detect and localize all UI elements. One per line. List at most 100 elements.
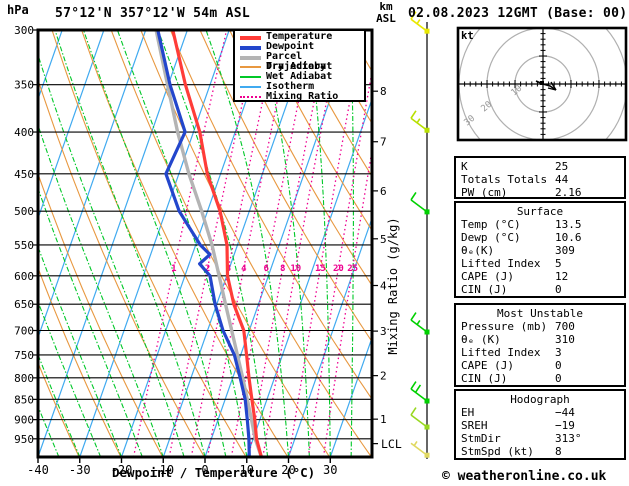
panel-row-label: StmDir — [461, 432, 501, 445]
legend-line-sample — [240, 56, 261, 60]
hodograph-panel-title: Hodograph — [510, 393, 570, 406]
mixing-ratio-value-label: 4 — [241, 264, 247, 274]
panel-row-value: 44 — [555, 173, 569, 186]
station-title: 57°12'N 357°12'W 54m ASL — [55, 6, 251, 21]
wet-adiabat-line — [307, 30, 331, 457]
legend-item-label: Isotherm — [266, 81, 315, 92]
legend-item-label: Dewpoint — [266, 41, 315, 52]
pressure-tick-label: 550 — [14, 239, 34, 252]
most-unstable-panel: Most Unstable Pressure (mb) 700 θₑ (K) 310 L… — [454, 303, 626, 387]
wet-adiabat-line — [38, 52, 185, 457]
km-tick-label: 1 — [380, 413, 387, 426]
panel-row-label: CIN (J) — [461, 283, 508, 296]
hodograph-ring-label: 10 — [510, 84, 525, 99]
temp-tick-label: 20 — [281, 463, 295, 477]
panel-row: SREH −19 — [456, 419, 624, 432]
surface-rows: Temp (°C) 13.5 Dewp (°C) 10.6 θₑ(K) 309 Lifted… — [456, 218, 624, 296]
panel-row-label: StmSpd (kt) — [461, 445, 534, 458]
dry-adiabat-line — [229, 30, 372, 287]
mixing-ratio-value-label: 2 — [205, 264, 210, 274]
km-tick-label: 3 — [380, 325, 387, 338]
panel-row-label: SREH — [461, 419, 488, 432]
wind-barb — [410, 312, 430, 335]
wind-barb — [410, 441, 430, 458]
panel-row: CAPE (J) 0 — [456, 359, 624, 372]
pressure-tick-label: 600 — [14, 270, 34, 283]
panel-row: PW (cm) 2.16 — [456, 186, 624, 199]
legend-item: Temperature — [235, 32, 364, 42]
temp-tick-label: 10 — [240, 463, 254, 477]
wind-barb — [410, 110, 430, 133]
pressure-unit-label: hPa — [7, 3, 29, 17]
panel-row-label: PW (cm) — [461, 186, 508, 199]
lcl-label: LCL — [381, 437, 402, 451]
km-tick-label: 6 — [380, 185, 387, 198]
panel-row-label: Temp (°C) — [461, 218, 521, 231]
legend-item: Mixing Ratio — [235, 92, 364, 102]
parcel-trajectory-curve — [154, 30, 264, 457]
legend-item-label: Wet Adiabat — [266, 71, 333, 82]
legend-item-label: Dry Adiabat — [266, 61, 333, 72]
temp-tick-label: -30 — [69, 463, 91, 477]
x-axis-title: Dewpoint / Temperature (°C) — [112, 465, 316, 480]
panel-row: CIN (J) 0 — [456, 372, 624, 385]
panel-row-value: 2.16 — [555, 186, 582, 199]
panel-row: StmSpd (kt) 8 — [456, 445, 624, 458]
legend-item-label: Temperature — [266, 31, 333, 42]
panel-row-value: 8 — [555, 445, 562, 458]
panel-row-label: CIN (J) — [461, 372, 508, 385]
pressure-tick-label: 500 — [14, 205, 34, 218]
panel-row-label: θₑ (K) — [461, 333, 501, 346]
panel-row-label: Pressure (mb) — [461, 320, 548, 333]
isotherm-line — [287, 216, 372, 457]
asl-label: ASL — [376, 12, 396, 25]
panel-row: Pressure (mb) 700 — [456, 320, 624, 333]
panel-row-label: Lifted Index — [461, 257, 541, 270]
legend-item: Wet Adiabat — [235, 72, 364, 82]
hodograph-frame — [456, 26, 628, 142]
pressure-tick-label: 950 — [14, 433, 34, 446]
panel-row-value: 0 — [555, 372, 562, 385]
panel-row-value: 0 — [555, 359, 562, 372]
legend-line-sample — [240, 96, 261, 98]
panel-row-value: 0 — [555, 283, 562, 296]
panel-row-value: 3 — [555, 346, 562, 359]
legend-item-label: Mixing Ratio — [266, 91, 339, 102]
isotherm-line — [329, 336, 372, 457]
copyright-footer: © weatheronline.co.uk — [442, 469, 607, 484]
mixing-ratio-value-label: 25 — [347, 264, 358, 274]
legend-item: Parcel Trajectory — [235, 52, 364, 72]
pressure-tick-label: 900 — [14, 414, 34, 427]
mixing-ratio-line — [248, 30, 329, 457]
isotherm-line — [38, 30, 147, 340]
mixing-ratio-value-label: 8 — [280, 264, 285, 274]
legend-line-sample — [240, 46, 261, 50]
legend-line-sample — [240, 76, 261, 78]
wet-adiabat-line — [257, 30, 310, 457]
pressure-tick-label: 650 — [14, 298, 34, 311]
skewt-background — [38, 30, 372, 457]
panel-row-label: Totals Totals — [461, 173, 548, 186]
panel-row: θₑ (K) 310 — [456, 333, 624, 346]
wet-adiabat-line — [349, 30, 354, 457]
dry-adiabat-line — [38, 78, 205, 457]
surface-panel: Surface Temp (°C) 13.5 Dewp (°C) 10.6 θₑ(K) 3… — [454, 201, 626, 298]
isotherm-line — [38, 30, 105, 221]
legend-line-sample — [240, 86, 261, 88]
surface-panel-title: Surface — [516, 205, 564, 218]
panel-row-value: 313° — [555, 432, 582, 445]
mixing-ratio-line — [230, 30, 314, 457]
wet-adiabat-line — [116, 30, 248, 457]
mixing-ratio-value-label: 6 — [264, 264, 269, 274]
mixing-ratio-line — [288, 30, 364, 457]
temp-tick-label: 0 — [201, 463, 208, 477]
panel-row: StmDir 313° — [456, 432, 624, 445]
most-unstable-panel-title: Most Unstable — [496, 307, 584, 320]
legend-item: Dry Adiabat — [235, 62, 364, 72]
mixing-ratio-value-label: 20 — [333, 264, 344, 274]
mixing-ratio-axis-title: Mixing Ratio (g/kg) — [386, 217, 400, 355]
temp-tick-label: -20 — [111, 463, 133, 477]
panel-row: EH −44 — [456, 406, 624, 419]
temp-tick-label: -40 — [27, 463, 49, 477]
